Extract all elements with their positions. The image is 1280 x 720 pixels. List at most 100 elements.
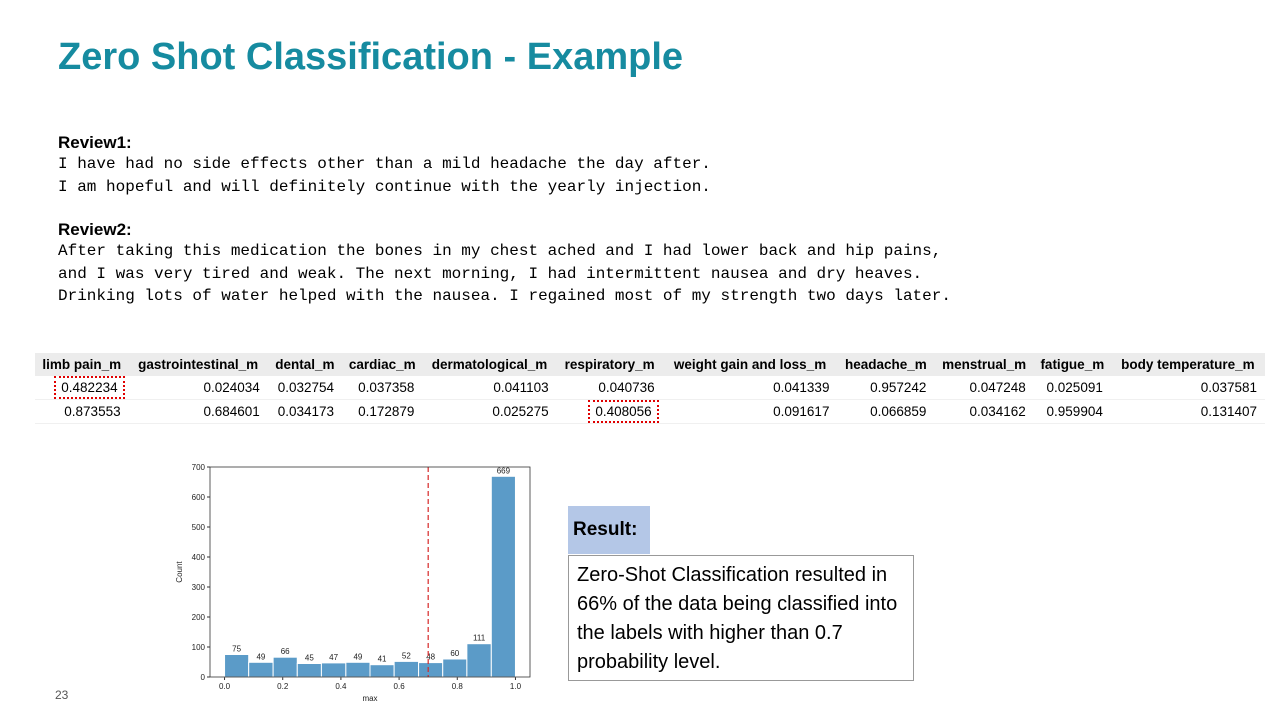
table-cell: 0.091617 [662,399,838,424]
column-header: menstrual_m [934,353,1034,376]
bar-label: 45 [305,654,314,663]
y-tick-label: 600 [192,493,206,502]
page-number: 23 [55,688,69,702]
x-tick-label: 0.2 [277,682,289,691]
reviews: Review1: I have had no side effects other… [58,133,951,330]
table-cell: 0.037581 [1110,376,1265,400]
table-cell: 0.172879 [342,399,423,424]
y-axis-label: Count [175,561,184,583]
column-header: dermatological_m [422,353,557,376]
table-cell: 0.041339 [662,376,838,400]
cell-value: 0.037358 [358,380,415,395]
review-heading: Review2: [58,220,132,239]
bar-label: 41 [378,655,387,664]
y-tick-label: 500 [192,523,206,532]
cell-value: 0.684601 [203,404,260,419]
table-row: 0.482234 0.024034 0.032754 0.037358 0.041103… [35,376,1265,400]
bar [393,660,420,678]
cell-value: 0.041339 [773,380,830,395]
table-cell: 0.032754 [267,376,343,400]
bar [224,654,250,678]
x-tick-label: 0.0 [219,682,231,691]
y-tick-label: 100 [192,643,206,652]
review: Review2: After taking this medication the… [58,220,951,308]
result-heading: Result: [568,506,650,554]
bar [418,662,444,678]
bar-label: 66 [281,647,290,656]
table-cell: 0.034173 [267,399,343,424]
table-cell: 0.025275 [422,399,557,424]
table-cell: 0.408056 [556,399,663,424]
cell-value: 0.091617 [773,404,830,419]
bar-label: 52 [402,651,411,660]
bar-label: 111 [473,634,486,643]
cell-value: 0.957242 [870,380,927,395]
cell-value: 0.037581 [1200,380,1257,395]
table-cell: 0.873553 [35,399,129,424]
review-line: I have had no side effects other than a … [58,155,711,173]
cell-value: 0.034173 [277,404,335,419]
header-row: limb pain_m gastrointestinal_m dental_m car… [35,353,1265,376]
y-tick-label: 700 [192,463,206,472]
table-cell: 0.047248 [934,376,1034,400]
column-header: fatigue_m [1033,353,1111,376]
review: Review1: I have had no side effects other… [58,133,951,198]
bar-label: 48 [426,653,435,662]
x-tick-label: 0.6 [394,682,406,691]
result-text: Zero-Shot Classification resulted in 66%… [568,555,914,681]
x-axis-label: max [362,694,377,703]
cell-value: 0.024034 [203,380,260,395]
y-tick-label: 200 [192,613,206,622]
cell-value: 0.025091 [1046,380,1103,395]
table-cell: 0.024034 [128,376,268,400]
table-cell: 0.037358 [342,376,423,400]
bar [490,475,516,678]
column-header: respiratory_m [556,353,663,376]
review-line: and I was very tired and weak. The next … [58,264,923,283]
table-cell: 0.066859 [837,399,935,424]
review-line: After taking this medication the bones i… [58,242,942,260]
table-cell: 0.034162 [934,399,1034,424]
bar [442,658,468,678]
cell-value: 0.034162 [969,404,1026,419]
column-header: weight gain and loss_m [662,353,838,376]
table-cell: 0.025091 [1033,376,1111,400]
bar [272,656,298,678]
x-tick-label: 0.8 [452,682,464,691]
cell-value: 0.172879 [358,404,415,419]
cell-value: 0.066859 [870,404,927,419]
bar-label: 75 [232,645,241,654]
review-line: I am hopeful and will definitely continu… [58,177,711,196]
y-tick-label: 300 [192,583,206,592]
cell-value: 0.408056 [588,400,659,423]
cell-value: 0.131407 [1200,404,1257,419]
bar-label: 669 [497,466,511,475]
column-header: gastrointestinal_m [128,353,268,376]
bar [296,663,322,678]
histogram: 0 100 200 300 400 500 600 700 0.0 0.2 0.4 0.6 0.8 1.0… [175,463,531,703]
bar-label: 47 [329,653,338,662]
column-header: cardiac_m [342,353,423,376]
axes-frame [209,466,531,678]
bar [248,661,274,678]
bar [345,661,371,678]
bar-label: 60 [450,649,459,658]
bar [369,664,395,678]
y-tick-label: 400 [192,553,206,562]
cell-value: 0.873553 [64,404,121,419]
cell-value: 0.041103 [493,380,549,395]
cell-value: 0.959904 [1046,404,1103,419]
table-cell: 0.482234 [35,376,129,400]
x-tick-label: 1.0 [510,682,522,691]
table-row: 0.873553 0.684601 0.034173 0.172879 0.025275… [35,399,1265,424]
cell-value: 0.032754 [277,380,335,395]
y-tick-label: 0 [201,673,206,682]
bar [320,662,347,678]
cell-value: 0.047248 [969,380,1026,395]
cell-value: 0.482234 [54,376,125,399]
review-line: Drinking lots of water helped with the n… [58,287,951,305]
table-cell: 0.684601 [128,399,268,424]
x-tick-label: 0.4 [335,682,347,691]
table-cell: 0.959904 [1033,399,1111,424]
cell-value: 0.040736 [598,380,655,395]
